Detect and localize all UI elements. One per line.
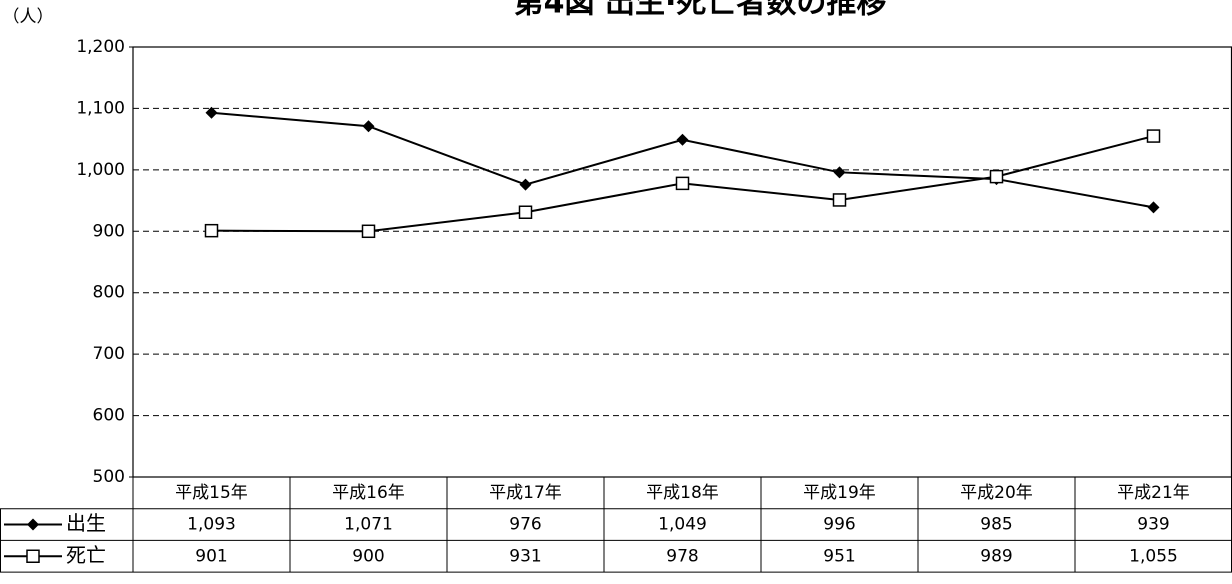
legend-marker bbox=[26, 549, 40, 563]
chart-title: 第4図 出生·死亡者数の推移 bbox=[514, 0, 887, 21]
y-tick-label: 500 bbox=[93, 467, 125, 487]
point bbox=[361, 224, 376, 239]
y-axis-label: （人） bbox=[3, 7, 54, 27]
point bbox=[833, 166, 846, 179]
y-tick-label: 700 bbox=[93, 344, 125, 364]
y-tick-label: 600 bbox=[93, 406, 125, 426]
x-tick-label: 平成18年 bbox=[646, 483, 719, 503]
point bbox=[675, 176, 690, 191]
point bbox=[362, 120, 375, 133]
point bbox=[518, 205, 533, 219]
data-label: 1,055 bbox=[1129, 546, 1178, 566]
y-tick-label: 800 bbox=[93, 283, 125, 303]
data-label: 996 bbox=[823, 515, 855, 535]
point bbox=[989, 169, 1004, 184]
plot-frame bbox=[132, 46, 1232, 478]
y-tick-label: 1,100 bbox=[76, 98, 125, 118]
series-line bbox=[211, 111, 1154, 209]
data-label: 1,093 bbox=[187, 515, 236, 535]
point bbox=[204, 223, 219, 238]
y-tick-label: 1,000 bbox=[76, 160, 125, 180]
legend-label: 死亡 bbox=[66, 543, 106, 567]
point bbox=[1147, 201, 1160, 214]
x-tick-label: 平成16年 bbox=[332, 483, 405, 503]
data-label: 939 bbox=[1137, 515, 1169, 535]
data-label: 989 bbox=[980, 546, 1012, 566]
data-label: 1,049 bbox=[658, 515, 707, 535]
x-tick-label: 平成21年 bbox=[1117, 483, 1190, 503]
data-label: 985 bbox=[980, 515, 1012, 535]
data-label: 978 bbox=[666, 546, 698, 566]
x-tick-label: 平成17年 bbox=[489, 483, 562, 503]
point bbox=[519, 178, 532, 191]
point bbox=[1146, 129, 1161, 143]
y-tick-label: 1,200 bbox=[76, 37, 125, 57]
data-label: 900 bbox=[352, 546, 384, 566]
data-label: 931 bbox=[509, 546, 541, 566]
point bbox=[832, 193, 847, 207]
x-tick-label: 平成19年 bbox=[803, 483, 876, 503]
legend-label: 出生 bbox=[66, 511, 106, 535]
x-tick-label: 平成15年 bbox=[175, 483, 248, 503]
data-label: 901 bbox=[195, 546, 227, 566]
point bbox=[205, 106, 218, 119]
legend-marker bbox=[27, 518, 39, 531]
y-tick-label: 900 bbox=[93, 221, 125, 241]
data-label: 976 bbox=[509, 515, 541, 535]
point bbox=[676, 133, 689, 146]
data-label: 1,071 bbox=[344, 515, 393, 535]
data-label: 951 bbox=[823, 546, 855, 566]
x-tick-label: 平成20年 bbox=[960, 483, 1033, 503]
